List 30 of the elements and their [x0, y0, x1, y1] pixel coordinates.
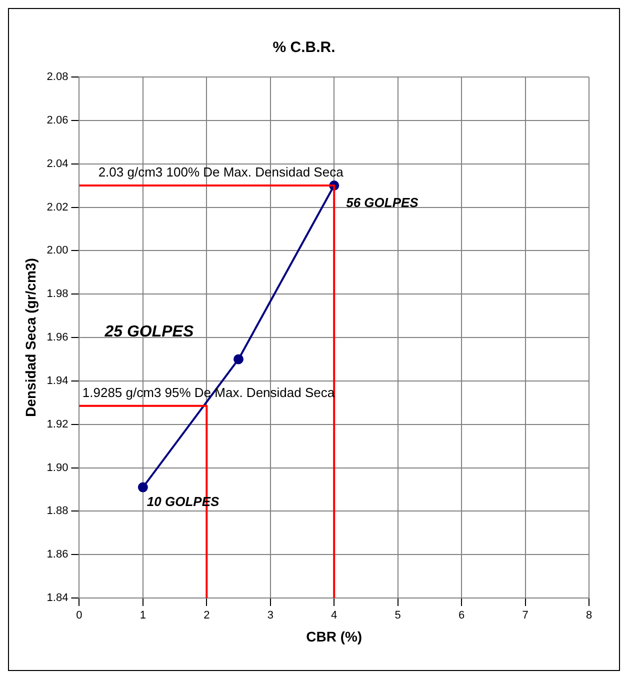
y-tick-label: 2.04: [46, 158, 68, 170]
x-tick-label: 0: [76, 610, 82, 622]
x-axis-title: CBR (%): [306, 628, 362, 644]
y-tick-label: 1.90: [46, 462, 68, 474]
point: [234, 354, 244, 364]
y-tick-label: 2.08: [46, 71, 68, 84]
y-tick-label: 2.06: [46, 114, 68, 126]
y-tick-label: 1.98: [46, 288, 68, 300]
y-tick-label: 1.88: [46, 505, 68, 518]
y-tick-label: 1.94: [46, 374, 68, 387]
point: [138, 482, 148, 492]
annotation: 2.03 g/cm3 100% De Max. Densidad Seca: [98, 164, 344, 180]
x-tick-label: 1: [140, 610, 146, 622]
y-tick-label: 2.02: [46, 201, 68, 214]
annotation: 56 GOLPES: [346, 195, 419, 210]
y-tick-label: 2.00: [46, 244, 68, 257]
y-axis-title: Densidad Seca (gr/cm3): [22, 258, 38, 417]
y-tick-label: 1.92: [46, 418, 68, 430]
y-tick-label: 1.84: [46, 592, 68, 604]
chart-title: % C.B.R.: [272, 39, 336, 56]
annotation: 25 GOLPES: [104, 324, 194, 341]
y-tick-label: 1.86: [46, 548, 68, 561]
x-tick-label: 7: [522, 610, 528, 622]
x-tick-label: 4: [331, 610, 338, 622]
x-tick-label: 3: [267, 610, 274, 622]
x-tick-label: 5: [394, 610, 401, 622]
x-tick-label: 6: [458, 610, 465, 622]
y-tick-label: 1.96: [46, 332, 68, 344]
x-tick-label: 2: [204, 610, 210, 622]
x-tick-label: 8: [586, 610, 592, 622]
